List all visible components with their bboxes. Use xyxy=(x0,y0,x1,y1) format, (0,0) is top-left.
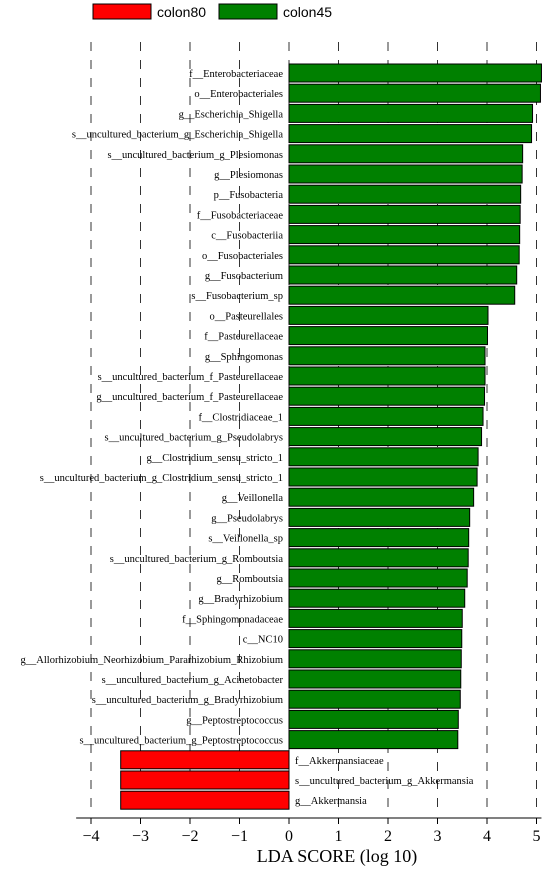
bar-label: s__uncultured_bacterium_g_Akkermansia xyxy=(295,776,474,787)
bar-label: g__uncultured_bacterium_f_Pasteurellacea… xyxy=(96,392,283,403)
legend: colon80 colon45 xyxy=(92,3,332,20)
bar xyxy=(288,649,462,669)
x-tick-label: −1 xyxy=(231,828,248,845)
bar-label: o__Pasteurellales xyxy=(210,311,283,322)
bar xyxy=(288,225,521,245)
bar-label: s__uncultured_bacterium_g_Acinetobacter xyxy=(102,675,284,686)
x-tick-label: −4 xyxy=(82,828,99,845)
bar-label: f__Pasteurellaceae xyxy=(204,332,283,343)
bar-label: p__Fusobacteria xyxy=(214,190,284,201)
bar-label: f__Fusobacteriaceae xyxy=(197,210,284,221)
bar-label: g__Fusobacterium xyxy=(205,271,283,282)
bar xyxy=(288,406,484,426)
x-tick-label: −2 xyxy=(181,828,198,845)
bar-labels: f__Enterobacteriaceae o__Enterobacteriale… xyxy=(21,69,474,807)
bar xyxy=(288,265,518,285)
bar xyxy=(288,608,463,628)
bar xyxy=(288,669,462,689)
bar xyxy=(288,103,534,123)
bar xyxy=(288,204,521,224)
bars xyxy=(120,63,542,810)
bar xyxy=(288,184,522,204)
bar xyxy=(288,548,469,568)
bar-label: f__Sphingomonadaceae xyxy=(182,614,283,625)
bar xyxy=(288,124,533,144)
bar xyxy=(288,629,463,649)
bar xyxy=(288,467,478,487)
bar xyxy=(120,790,290,810)
bar xyxy=(288,427,483,447)
bar-label: g__Akkermansia xyxy=(295,796,367,807)
bar-label: g__Romboutsia xyxy=(216,574,283,585)
bar xyxy=(288,305,489,325)
bar xyxy=(288,63,542,83)
bar-label: o__Enterobacteriales xyxy=(194,89,283,100)
bar-label: s__uncultured_bacterium_g_Clostridium_se… xyxy=(40,473,283,484)
bar-label: f__Enterobacteriaceae xyxy=(189,69,283,80)
bar xyxy=(288,346,486,366)
bar-label: g__Pseudolabrys xyxy=(211,513,283,524)
bar-label: g__Bradyrhizobium xyxy=(198,594,283,605)
bar-label: s__Fusobacterium_sp xyxy=(191,291,283,302)
bar-label: s__uncultured_bacterium_g_Escherichia_Sh… xyxy=(72,130,283,141)
bar xyxy=(288,366,486,386)
x-tick-label: 0 xyxy=(285,828,293,845)
bar-label: g__Veillonella xyxy=(222,493,284,504)
x-tick-label: 4 xyxy=(483,828,491,845)
bar xyxy=(288,447,479,467)
bar xyxy=(288,588,466,608)
bar-label: s__uncultured_bacterium_g_Peptostreptoco… xyxy=(79,736,283,747)
bar xyxy=(288,386,486,406)
x-tick-label: 2 xyxy=(384,828,392,845)
bar-label: g__Plesiomonas xyxy=(214,170,283,181)
bar-label: c__NC10 xyxy=(243,635,283,646)
bar-label: g__Sphingomonas xyxy=(205,352,283,363)
bar xyxy=(288,285,516,305)
legend-swatch-colon80 xyxy=(92,3,152,20)
bar-label: f__Akkermansiaceae xyxy=(295,756,384,767)
bar-label: s__uncultured_bacterium_g_Pseudolabrys xyxy=(105,433,283,444)
bar xyxy=(288,326,488,346)
bar xyxy=(288,83,541,103)
bar-label: o__Fusobacteriales xyxy=(202,251,283,262)
bar xyxy=(288,144,524,164)
x-tick-label: 5 xyxy=(533,828,541,845)
bar xyxy=(120,750,290,770)
legend-label-colon80: colon80 xyxy=(157,4,206,20)
bar-label: s__uncultured_bacterium_g_Plesiomonas xyxy=(107,150,283,161)
bar xyxy=(288,164,523,184)
bar-label: g__Allorhizobium_Neorhizobium_Pararhizob… xyxy=(21,655,283,666)
bar-label: f__Clostridiaceae_1 xyxy=(198,412,283,423)
x-axis-title: LDA SCORE (log 10) xyxy=(257,846,418,867)
bar xyxy=(288,528,470,548)
x-axis: −4 −3 −2 −1 0 1 2 3 4 5 xyxy=(76,817,542,845)
x-tick-label: 1 xyxy=(335,828,343,845)
legend-label-colon45: colon45 xyxy=(283,4,332,20)
bar-label: s__uncultured_bacterium_g_Bradyrhizobium xyxy=(92,695,283,706)
bar xyxy=(120,770,290,790)
bar xyxy=(288,709,459,729)
x-tick-label: −3 xyxy=(132,828,149,845)
bar-label: g__Escherichia_Shigella xyxy=(179,109,284,120)
bar xyxy=(288,568,468,588)
bar-label: s__uncultured_bacterium_f_Pasteurellacea… xyxy=(98,372,284,383)
bar xyxy=(288,689,461,709)
bar xyxy=(288,507,471,527)
bar xyxy=(288,245,520,265)
bar-label: c__Fusobacteriia xyxy=(211,231,283,242)
bar-label: g__Peptostreptococcus xyxy=(186,715,283,726)
bar xyxy=(288,487,475,507)
bar-label: g__Clostridium_sensu_stricto_1 xyxy=(147,453,284,464)
bar-label: s__uncultured_bacterium_g_Romboutsia xyxy=(110,554,284,565)
bar xyxy=(288,730,459,750)
bar-label: s__Veillonella_sp xyxy=(208,534,283,545)
x-tick-label: 3 xyxy=(434,828,442,845)
legend-swatch-colon45 xyxy=(218,3,278,20)
